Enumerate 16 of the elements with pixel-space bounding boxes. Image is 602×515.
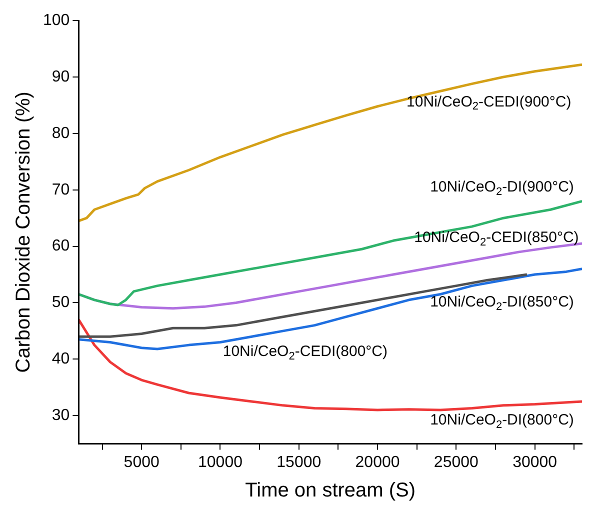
x-tick-label: 20000 [355, 454, 400, 471]
y-tick-label: 100 [42, 12, 70, 30]
x-tick-label: 10000 [198, 454, 243, 471]
y-tick-label: 50 [52, 294, 70, 312]
y-tick-label: 60 [52, 238, 70, 255]
x-tick-label: 5000 [124, 454, 160, 471]
y-tick-label: 90 [52, 68, 70, 86]
y-tick-label: 30 [52, 406, 70, 424]
y-tick-label: 40 [52, 350, 70, 368]
x-tick-label: 15000 [276, 454, 322, 471]
y-axis-title: Carbon Dioxide Conversion (%) [12, 92, 35, 373]
y-tick-label: 70 [52, 181, 70, 198]
x-axis-title: Time on stream (S) [245, 480, 416, 502]
x-tick-label: 30000 [512, 454, 558, 471]
y-tick-label: 80 [52, 124, 70, 142]
x-tick-label: 25000 [434, 454, 479, 471]
